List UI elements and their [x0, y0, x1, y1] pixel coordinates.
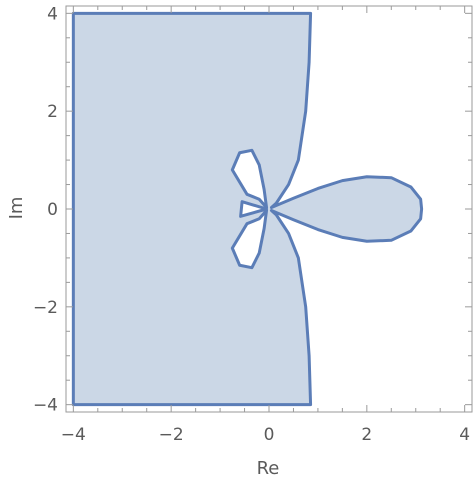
x-axis-label: Re	[257, 458, 280, 479]
x-tick-label: 2	[361, 425, 372, 445]
stability-region	[71, 11, 424, 407]
y-tick-label: 4	[47, 4, 58, 24]
region-fill-layer	[71, 11, 424, 407]
x-tick-label: −4	[61, 425, 86, 445]
y-tick-label: −4	[33, 396, 58, 416]
x-tick-label: 0	[264, 425, 275, 445]
y-axis-label: Im	[6, 197, 27, 220]
axis-ticks: −4 −2 0 2 4 −4 −2 0 2 4	[33, 4, 472, 445]
y-tick-label: 2	[47, 102, 58, 122]
y-tick-label: −2	[33, 298, 58, 318]
x-tick-label: −2	[159, 425, 184, 445]
x-tick-label: 4	[459, 425, 470, 445]
y-tick-label: 0	[47, 200, 58, 220]
